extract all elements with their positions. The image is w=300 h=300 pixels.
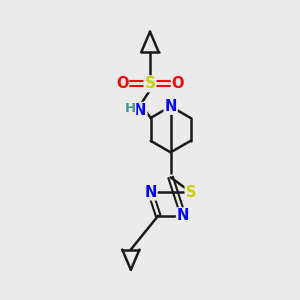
Text: S: S: [185, 184, 196, 200]
Text: O: O: [116, 76, 128, 91]
Text: N: N: [134, 103, 146, 118]
Text: N: N: [177, 208, 189, 223]
Text: O: O: [172, 76, 184, 91]
Text: S: S: [145, 76, 155, 91]
Text: H: H: [125, 102, 136, 115]
Text: N: N: [144, 184, 157, 200]
Text: N: N: [164, 99, 177, 114]
